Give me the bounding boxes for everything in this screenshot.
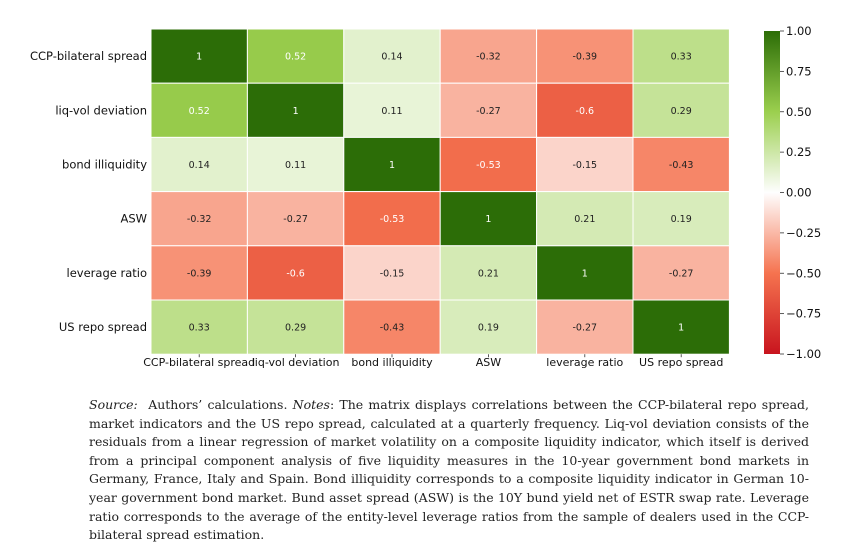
cell-value-label: 0.52 xyxy=(189,106,210,117)
row-labels: CCP-bilateral spread liq-vol deviation bon… xyxy=(30,49,147,334)
heatmap-cell xyxy=(632,28,730,84)
correlation-heatmap: 1 0.52 0.14 -0.32 -0.39 0.33 0.52 1 0.11 -0.27 -0.… xyxy=(30,24,821,369)
cell-value-label: 0.29 xyxy=(285,323,306,334)
cell-value-label: -0.32 xyxy=(476,52,501,63)
heatmap-cell xyxy=(150,28,248,84)
cell-value-label: 1 xyxy=(389,160,395,171)
heatmap-cell xyxy=(632,245,730,301)
cell-value-label: 0.33 xyxy=(189,323,210,334)
cell-value-label: -0.27 xyxy=(283,214,308,225)
column-label: bond illiquidity xyxy=(351,356,433,369)
cell-value-label: -0.6 xyxy=(286,268,305,279)
heatmap-cell xyxy=(150,245,248,301)
heatmap-cell xyxy=(536,191,634,247)
cell-value-label: 1 xyxy=(485,214,491,225)
source-text: Authors’ calculations. xyxy=(148,397,288,412)
heatmap-cell xyxy=(246,82,345,138)
cell-value-label: -0.39 xyxy=(187,268,212,279)
column-label: liq-vol deviation xyxy=(252,356,340,369)
heatmap-cells: 1 0.52 0.14 -0.32 -0.39 0.33 0.52 1 0.11 -0.27 -0.… xyxy=(150,28,730,355)
row-label: leverage ratio xyxy=(67,266,147,280)
heatmap-cell xyxy=(632,191,730,247)
cell-value-label: -0.6 xyxy=(576,106,595,117)
heatmap-cell xyxy=(632,136,730,193)
row-label: ASW xyxy=(120,212,147,226)
cell-value-label: 0.14 xyxy=(381,52,402,63)
heatmap-cell xyxy=(632,82,730,138)
colorbar-tick-label: 0.25 xyxy=(786,145,812,159)
heatmap-cell xyxy=(343,28,441,84)
column-label: US repo spread xyxy=(639,356,723,369)
cell-value-label: 0.14 xyxy=(189,160,210,171)
heatmap-cell xyxy=(439,136,538,193)
cell-value-label: 1 xyxy=(293,106,299,117)
heatmap-cell xyxy=(536,299,634,355)
cell-value-label: 0.33 xyxy=(671,52,692,63)
colorbar-tick-label: 0.00 xyxy=(786,186,812,200)
row-label: US repo spread xyxy=(59,320,147,334)
colorbar-tick-label: −0.50 xyxy=(786,266,821,280)
column-label: CCP-bilateral spread xyxy=(143,356,255,369)
notes-label: Notes xyxy=(292,397,330,412)
cell-value-label: -0.27 xyxy=(573,323,598,334)
heatmap-cell xyxy=(439,82,538,138)
heatmap-cell xyxy=(632,299,730,355)
cell-value-label: 0.52 xyxy=(285,52,306,63)
row-label: bond illiquidity xyxy=(62,158,147,172)
cell-value-label: 0.29 xyxy=(671,106,692,117)
colorbar-tick-label: 1.00 xyxy=(786,24,812,38)
colorbar-tick-label: −0.25 xyxy=(786,226,821,240)
cell-value-label: -0.27 xyxy=(476,106,501,117)
cell-value-label: 0.21 xyxy=(478,268,499,279)
heatmap-cell xyxy=(246,28,345,84)
column-label: leverage ratio xyxy=(546,356,623,369)
source-label: Source: xyxy=(89,397,138,412)
cell-value-label: 0.11 xyxy=(381,106,402,117)
cell-value-label: -0.53 xyxy=(380,214,405,225)
cell-value-label: 1 xyxy=(196,52,202,63)
colorbar-tick-label: 0.50 xyxy=(786,105,812,119)
heatmap-cell xyxy=(343,245,441,301)
cell-value-label: 1 xyxy=(582,268,588,279)
cell-value-label: 0.21 xyxy=(574,214,595,225)
cell-value-label: -0.43 xyxy=(669,160,694,171)
cell-value-label: -0.43 xyxy=(380,323,405,334)
cell-value-label: -0.15 xyxy=(380,268,405,279)
cell-value-label: 0.19 xyxy=(671,214,692,225)
heatmap-cell xyxy=(439,28,538,84)
colorbar-tick-label: 0.75 xyxy=(786,64,812,78)
figure-caption: Source: Authors’ calculations. Notes: Th… xyxy=(89,396,809,545)
cell-value-label: -0.15 xyxy=(573,160,598,171)
cell-value-label: -0.39 xyxy=(573,52,598,63)
heatmap-cell xyxy=(439,191,538,247)
cell-value-label: -0.27 xyxy=(669,268,694,279)
colorbar-tick-label: −1.00 xyxy=(786,347,821,361)
heatmap-cell xyxy=(246,136,345,193)
heatmap-cell xyxy=(439,245,538,301)
cell-value-label: 0.11 xyxy=(285,160,306,171)
heatmap-cell xyxy=(150,299,248,355)
cell-value-label: 1 xyxy=(678,323,684,334)
cell-value-label: -0.32 xyxy=(187,214,212,225)
colorbar xyxy=(764,31,780,354)
heatmap-cell xyxy=(150,191,248,247)
heatmap-cell xyxy=(246,191,345,247)
cell-value-label: 0.19 xyxy=(478,323,499,334)
row-label: CCP-bilateral spread xyxy=(30,49,147,63)
colorbar-tick-label: −0.75 xyxy=(786,307,821,321)
column-label: ASW xyxy=(476,356,502,369)
row-label: liq-vol deviation xyxy=(55,103,147,117)
heatmap-cell xyxy=(343,191,441,247)
colorbar-ticks: 1.00 0.75 0.50 0.25 0.00 −0.25 −0.50 −0.75 −1.00 xyxy=(780,24,821,361)
cell-value-label: -0.53 xyxy=(476,160,501,171)
notes-text: : The matrix displays correlations betwe… xyxy=(89,397,810,543)
heatmap-cell xyxy=(536,136,634,193)
heatmap-cell xyxy=(536,245,634,301)
